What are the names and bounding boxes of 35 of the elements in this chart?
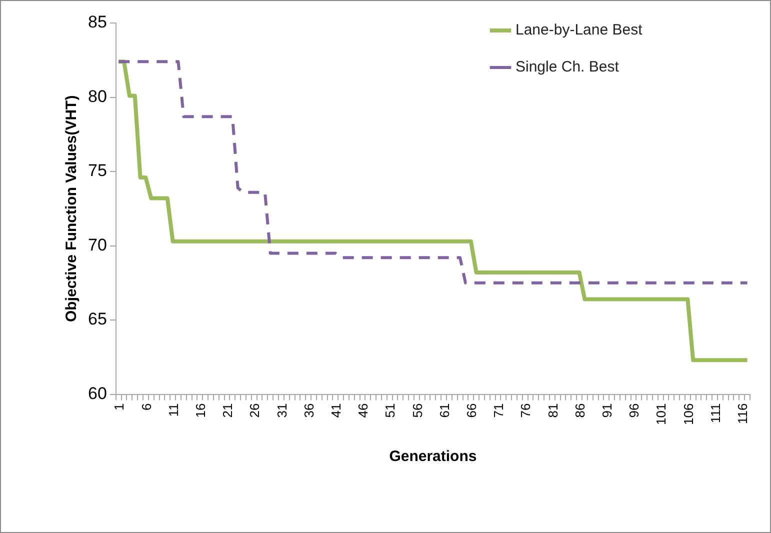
x-tick-label: 46 bbox=[356, 403, 371, 418]
y-tick-label: 75 bbox=[88, 161, 107, 180]
x-tick-label: 111 bbox=[708, 403, 723, 424]
x-tick-label: 26 bbox=[247, 403, 262, 418]
x-tick-label: 6 bbox=[138, 403, 154, 411]
x-tick-label: 66 bbox=[464, 403, 479, 418]
y-tick-label: 85 bbox=[88, 12, 107, 32]
x-tick-label: 21 bbox=[220, 403, 236, 418]
legend-label: Single Ch. Best bbox=[516, 58, 620, 76]
x-tick-label: 61 bbox=[436, 403, 452, 418]
x-tick-label: 106 bbox=[680, 403, 696, 426]
y-tick-label: 60 bbox=[88, 384, 107, 403]
legend-label: Lane-by-Lane Best bbox=[516, 22, 644, 39]
y-axis-title: Objective Function Values(VHT) bbox=[63, 95, 80, 322]
x-tick-label: 101 bbox=[654, 403, 669, 426]
x-tick-label: 91 bbox=[599, 403, 614, 418]
x-axis-title: Generations bbox=[389, 448, 477, 466]
y-tick-label: 65 bbox=[88, 310, 107, 329]
x-tick-label: 56 bbox=[410, 403, 425, 418]
x-tick-label: 116 bbox=[734, 403, 750, 424]
x-tick-label: 11 bbox=[166, 403, 181, 417]
x-tick-label: 81 bbox=[545, 403, 560, 418]
x-tick-label: 41 bbox=[328, 403, 344, 418]
x-tick-label: 51 bbox=[382, 403, 398, 418]
x-tick-label: 96 bbox=[626, 403, 642, 418]
x-tick-label: 36 bbox=[301, 403, 316, 418]
x-tick-label: 76 bbox=[518, 403, 534, 418]
x-tick-label: 1 bbox=[112, 403, 127, 411]
y-tick-label: 70 bbox=[88, 235, 107, 254]
x-tick-label: 86 bbox=[572, 403, 588, 418]
line-series bbox=[117, 60, 749, 284]
x-tick-label: 31 bbox=[274, 403, 290, 418]
x-tick-label: 71 bbox=[491, 403, 506, 418]
y-tick-label: 80 bbox=[88, 86, 107, 106]
x-tick-label: 16 bbox=[192, 403, 208, 418]
